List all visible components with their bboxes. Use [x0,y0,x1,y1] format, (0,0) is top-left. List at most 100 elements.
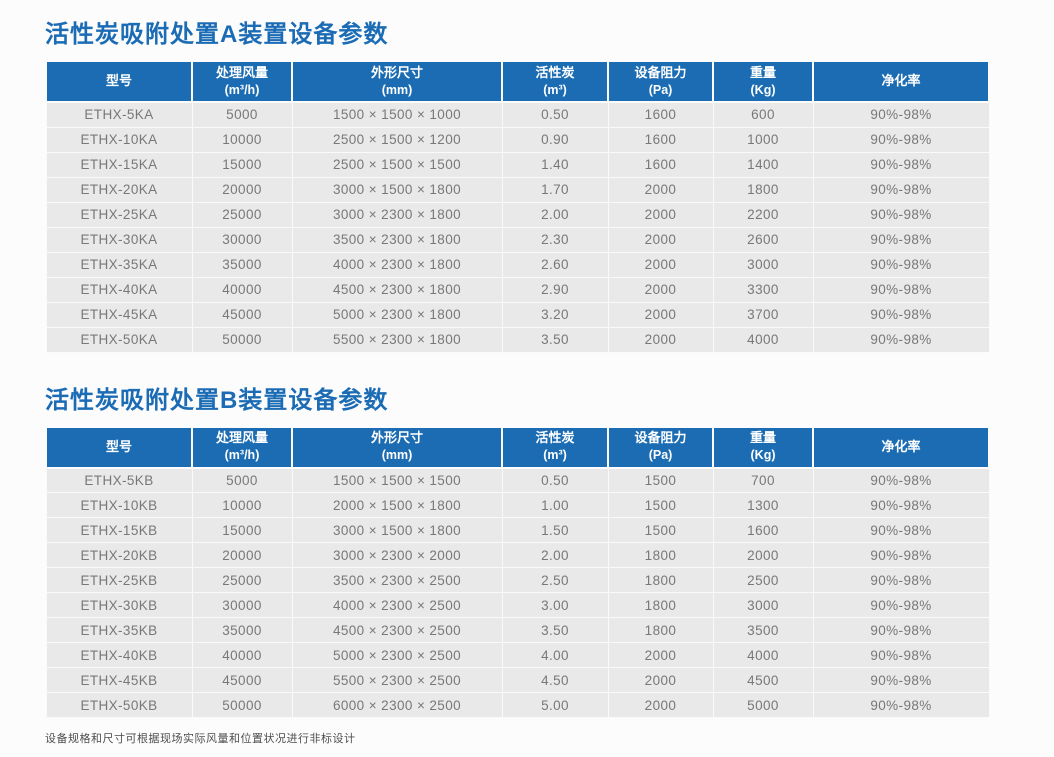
table-cell: 600 [712,101,814,128]
table-cell: 90%-98% [812,151,990,178]
table-cell: 0.50 [501,467,609,493]
spec-table-device-b: 型号 处理风量 (m³/h) 外形尺寸 (mm) 活性炭 (m³) 设备阻力 (Pa) 重量 (Kg… [45,427,990,718]
table-cell: ETHX-50KB [45,692,193,718]
table-cell: 3000 × 1500 × 1800 [291,517,503,543]
table-cell: 90%-98% [812,667,990,693]
table-row: ETHX-45KA 45000 5000 × 2300 × 1800 3.20 2000… [45,301,990,328]
table-cell: 15000 [191,517,293,543]
table-cell: 90%-98% [812,467,990,493]
table-cell: 10000 [191,492,293,518]
table-cell: 2.60 [501,251,609,278]
table-row: ETHX-5KA 5000 1500 × 1500 × 1000 0.50 1600 60… [45,101,990,128]
table-cell: 2.00 [501,201,609,228]
spec-table-device-a: 型号 处理风量 (m³/h) 外形尺寸 (mm) 活性炭 (m³) 设备阻力 (Pa) 重量 (Kg… [45,62,990,353]
table-cell: 1600 [607,126,714,153]
table-row: ETHX-15KA 15000 2500 × 1500 × 1500 1.40 1600… [45,151,990,178]
table-cell: ETHX-10KA [45,126,193,153]
table-cell: 40000 [191,276,293,303]
table-cell: 2500 × 1500 × 1500 [291,151,503,178]
table-cell: 2.00 [501,542,609,568]
table-cell: 1600 [607,151,714,178]
column-header: 重量 (Kg) [712,62,814,103]
table-cell: 2.50 [501,567,609,593]
table-cell: 90%-98% [812,692,990,718]
table-cell: 1.00 [501,492,609,518]
table-cell: 1600 [712,517,814,543]
table-row: ETHX-10KB 10000 2000 × 1500 × 1800 1.00 1500… [45,492,990,518]
table-cell: ETHX-5KB [45,467,193,493]
table-cell: 40000 [191,642,293,668]
table-cell: 45000 [191,667,293,693]
table-cell: 3.20 [501,301,609,328]
table-cell: 3000 [712,592,814,618]
table-row: ETHX-25KB 25000 3500 × 2300 × 2500 2.50 1800… [45,567,990,593]
table-row: ETHX-25KA 25000 3000 × 2300 × 1800 2.00 2000… [45,201,990,228]
table-cell: 1500 [607,517,714,543]
table-cell: 1.50 [501,517,609,543]
table-cell: 4500 [712,667,814,693]
section-device-b: 活性炭吸附处置B装置设备参数 型号 处理风量 (m³/h) 外形尺寸 (mm) 活性炭 (m… [45,380,1030,718]
table-cell: ETHX-15KA [45,151,193,178]
table-cell: 2200 [712,201,814,228]
table-cell: 1800 [607,567,714,593]
table-cell: 90%-98% [812,542,990,568]
table-cell: 2500 × 1500 × 1200 [291,126,503,153]
table-row: ETHX-35KB 35000 4500 × 2300 × 2500 3.50 1800… [45,617,990,643]
table-cell: 20000 [191,542,293,568]
table-cell: 5000 × 2300 × 1800 [291,301,503,328]
table-cell: ETHX-5KA [45,101,193,128]
table-row: ETHX-40KA 40000 4500 × 2300 × 1800 2.90 2000… [45,276,990,303]
table-cell: 1800 [712,176,814,203]
table-cell: ETHX-10KB [45,492,193,518]
table-cell: 90%-98% [812,276,990,303]
table-row: ETHX-15KB 15000 3000 × 1500 × 1800 1.50 1500… [45,517,990,543]
table-cell: 1800 [607,617,714,643]
table-cell: 3000 × 1500 × 1800 [291,176,503,203]
table-cell: ETHX-30KA [45,226,193,253]
table-cell: 3000 × 2300 × 2000 [291,542,503,568]
table-cell: 5500 × 2300 × 1800 [291,326,503,353]
table-cell: 5000 [191,467,293,493]
column-header: 设备阻力 (Pa) [607,427,714,469]
table-cell: 2000 [607,276,714,303]
table-cell: 3.50 [501,617,609,643]
table-cell: 2600 [712,226,814,253]
table-cell: 2000 [607,692,714,718]
table-row: ETHX-40KB 40000 5000 × 2300 × 2500 4.00 2000… [45,642,990,668]
table-cell: 4500 × 2300 × 1800 [291,276,503,303]
table-cell: 4500 × 2300 × 2500 [291,617,503,643]
table-cell: 2000 [607,201,714,228]
table-cell: 5000 × 2300 × 2500 [291,642,503,668]
table-cell: ETHX-45KB [45,667,193,693]
column-header: 净化率 [812,62,990,103]
table-cell: 5000 [712,692,814,718]
table-cell: 20000 [191,176,293,203]
table-cell: 10000 [191,126,293,153]
table-cell: 3500 × 2300 × 1800 [291,226,503,253]
column-header: 外形尺寸 (mm) [291,427,503,469]
table-cell: 25000 [191,201,293,228]
table-cell: 90%-98% [812,492,990,518]
table-cell: 2000 [607,251,714,278]
table-row: ETHX-20KB 20000 3000 × 2300 × 2000 2.00 1800… [45,542,990,568]
table-row: ETHX-30KB 30000 4000 × 2300 × 2500 3.00 1800… [45,592,990,618]
table-cell: 50000 [191,692,293,718]
table-cell: 30000 [191,226,293,253]
section-title-device-b: 活性炭吸附处置B装置设备参数 [45,386,389,414]
column-header: 处理风量 (m³/h) [191,427,293,469]
table-cell: 1500 × 1500 × 1000 [291,101,503,128]
table-cell: 3500 [712,617,814,643]
header-row: 型号 处理风量 (m³/h) 外形尺寸 (mm) 活性炭 (m³) 设备阻力 (Pa) 重量 (Kg… [45,427,990,469]
table-cell: 90%-98% [812,326,990,353]
table-cell: ETHX-20KA [45,176,193,203]
table-cell: 700 [712,467,814,493]
table-row: ETHX-35KA 35000 4000 × 2300 × 1800 2.60 2000… [45,251,990,278]
column-header: 重量 (Kg) [712,427,814,469]
table-cell: 90%-98% [812,126,990,153]
table-cell: 4000 [712,326,814,353]
table-cell: 3700 [712,301,814,328]
table-cell: ETHX-35KB [45,617,193,643]
table-row: ETHX-45KB 45000 5500 × 2300 × 2500 4.50 2000… [45,667,990,693]
table-cell: 2000 [607,642,714,668]
